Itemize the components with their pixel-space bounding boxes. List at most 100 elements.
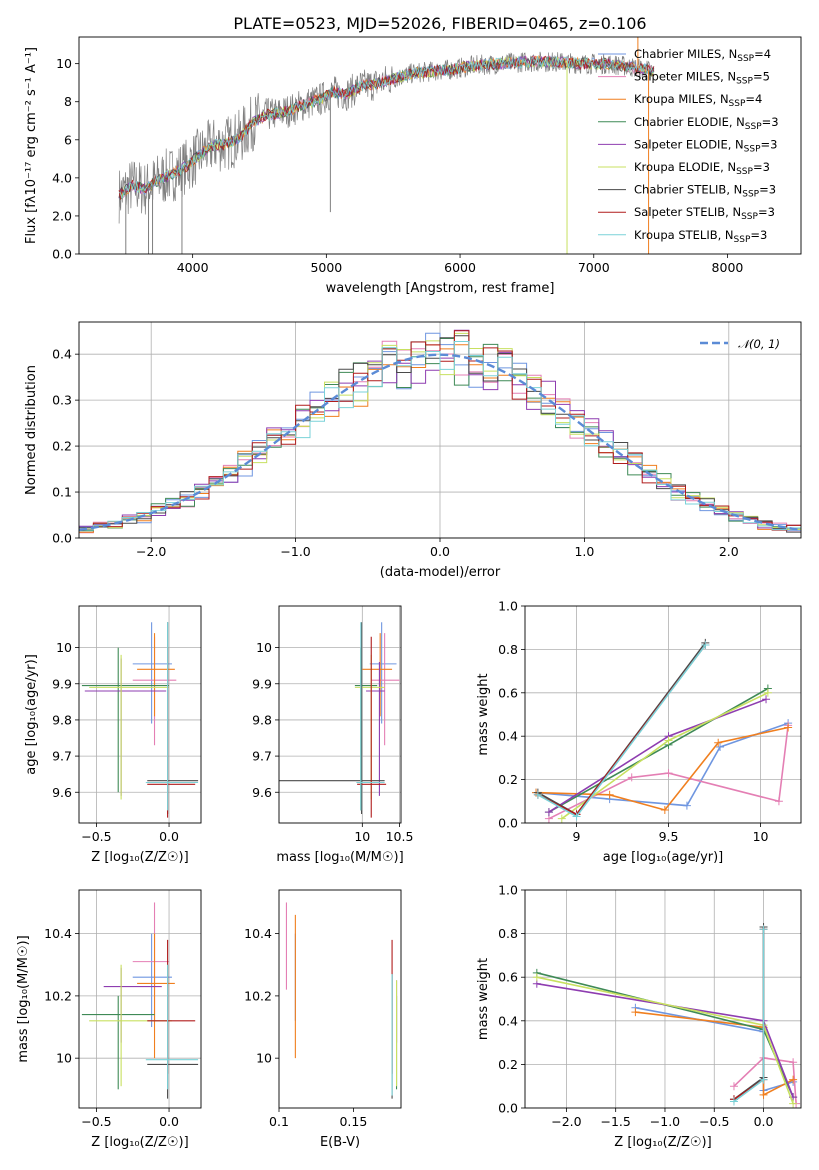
legend-tail: =5 xyxy=(753,70,770,84)
legend-entry: Salpeter MILES, NSSP=5 xyxy=(634,70,770,87)
y-tick-label: 9.9 xyxy=(252,676,272,691)
x-tick-label: 0.15 xyxy=(339,1114,367,1129)
y-tick-label: 9.6 xyxy=(252,785,272,800)
x-tick-label: 5000 xyxy=(310,260,342,275)
histogram-kroupa-stelib xyxy=(79,341,801,538)
legend-entry: Kroupa MILES, NSSP=4 xyxy=(634,92,762,109)
plot-area xyxy=(79,322,801,538)
point-marker xyxy=(682,801,691,810)
y-tick-label: 10 xyxy=(56,640,72,655)
y-tick-label: 0.0 xyxy=(52,531,72,546)
y-tick-label: 8 xyxy=(64,94,72,109)
point-marker xyxy=(729,1097,738,1106)
x-tick-label: 0.0 xyxy=(159,1114,179,1129)
x-tick-label: 0.1 xyxy=(269,1114,289,1129)
y-tick-label: 0.1 xyxy=(52,485,72,500)
y-tick-label: 9.8 xyxy=(52,712,72,727)
point-marker xyxy=(762,695,771,704)
y-tick-label: 10 xyxy=(56,56,72,71)
x-tick-label: 4000 xyxy=(177,260,209,275)
axes-mass-vs-ebv: 0.1 0.15 10 10.2 10.4 E(B-V) xyxy=(244,889,402,1150)
y-tick-label: 0.4 xyxy=(498,729,518,744)
x-tick-label: −2.0 xyxy=(136,544,166,559)
legend-sub: SSP xyxy=(736,77,753,87)
plot-area xyxy=(279,606,401,823)
plot-area xyxy=(285,902,398,1099)
x-axis-label: Z [log₁₀(Z/Z☉)] xyxy=(91,850,188,865)
axes-age-vs-mass: 10 10.5 9.6 9.7 9.8 9.9 10 mass [log₁₀(M/M☉)] xyxy=(252,605,414,865)
x-tick-label: −0.5 xyxy=(699,1114,729,1129)
y-axis-label: mass [log₁₀(M/M☉)] xyxy=(16,935,31,1062)
x-tick-label: 1.0 xyxy=(574,544,594,559)
plot-area xyxy=(79,890,201,1108)
legend: 𝒩(0, 1) xyxy=(700,337,780,351)
y-tick-label: 0.4 xyxy=(52,347,72,362)
legend-entry: Chabrier ELODIE, NSSP=3 xyxy=(634,115,779,132)
legend-label: Salpeter STELIB, N xyxy=(634,205,741,219)
axes-frame xyxy=(78,889,202,1109)
y-tick-label: 0.2 xyxy=(52,439,72,454)
axes-mass-vs-Z: −0.5 0.0 10 10.2 10.4 Z [log₁₀(Z/Z☉)] mass [lo… xyxy=(16,889,202,1150)
legend-entry: Kroupa STELIB, NSSP=3 xyxy=(634,228,767,245)
y-tick-label: 9.8 xyxy=(252,712,272,727)
x-tick-label: 6000 xyxy=(444,260,476,275)
y-axis-label: Flux [fλ10⁻¹⁷ erg cm⁻² s⁻¹ A⁻¹] xyxy=(24,47,39,244)
legend-tail: =4 xyxy=(745,92,762,106)
y-tick-label: 0.8 xyxy=(498,642,518,657)
observed-spectrum xyxy=(118,51,655,224)
y-tick-label: 2.0 xyxy=(52,208,72,223)
x-axis-label: mass [log₁₀(M/M☉)] xyxy=(276,850,403,865)
y-tick-label: 1.0 xyxy=(498,883,518,898)
axes-frame xyxy=(524,889,802,1109)
point-marker xyxy=(631,1008,640,1017)
x-axis-label: wavelength [Angstrom, rest frame] xyxy=(326,281,555,296)
legend-tail: =3 xyxy=(750,228,767,242)
legend-tail: =3 xyxy=(758,205,775,219)
point-marker xyxy=(789,1058,798,1067)
y-tick-label: 0.2 xyxy=(498,1057,518,1072)
y-tick-label: 10 xyxy=(256,640,272,655)
model-chabrier-stelib xyxy=(118,54,655,198)
x-axis-label: age [log₁₀(age/yr)] xyxy=(603,850,724,865)
gaussian-curve xyxy=(79,353,801,532)
point-marker xyxy=(774,797,783,806)
legend-label: Kroupa MILES, N xyxy=(634,92,729,106)
point-marker xyxy=(572,812,581,821)
axes-frame xyxy=(278,889,402,1109)
legend-sub: SSP xyxy=(741,212,758,222)
legend-tail: =4 xyxy=(754,47,771,61)
x-tick-label: 2.0 xyxy=(719,544,739,559)
series-chabrier-stelib xyxy=(537,642,706,816)
legend-tail: =3 xyxy=(759,183,776,197)
axes-age-vs-Z: −0.5 0.0 9.6 9.7 9.8 9.9 10 Z [log₁₀(Z/Z☉)] age … xyxy=(24,605,202,865)
y-axis-label: age [log₁₀(age/yr)] xyxy=(24,654,39,775)
point-marker xyxy=(627,773,636,782)
point-marker xyxy=(664,736,673,745)
point-marker xyxy=(664,769,673,778)
y-tick-label: 0.3 xyxy=(52,393,72,408)
legend-sub: SSP xyxy=(734,235,751,245)
point-marker xyxy=(533,790,542,799)
series-salpeter-elodie xyxy=(548,698,767,813)
x-tick-label: −2.0 xyxy=(551,1114,581,1129)
series-kroupa-stelib xyxy=(733,929,765,1103)
x-tick-label: −1.0 xyxy=(650,1114,680,1129)
point-marker xyxy=(759,1090,768,1099)
axes-frame xyxy=(78,605,202,824)
axes-mass-weight-vs-age: 9 9.5 10 0.0 0.2 0.4 0.6 0.8 1.0 age [log₁₀(age/y… xyxy=(476,599,802,865)
y-tick-label: 0.6 xyxy=(498,685,518,700)
x-tick-label: 8000 xyxy=(712,260,744,275)
point-marker xyxy=(532,973,541,982)
x-axis-label: Z [log₁₀(Z/Z☉)] xyxy=(91,1135,188,1150)
legend-tail: =3 xyxy=(761,137,778,151)
x-tick-label: 7000 xyxy=(578,260,610,275)
plot-area xyxy=(525,890,801,1108)
axes-mass-weight-vs-Z: −2.0 −1.5 −1.0 −0.5 0.0 0.0 0.2 0.4 0.6 0.8 1.0 Z [… xyxy=(476,883,802,1150)
x-tick-label: 10.5 xyxy=(386,829,414,844)
x-tick-label: −0.5 xyxy=(81,1114,111,1129)
y-tick-label: 9.9 xyxy=(52,676,72,691)
y-axis-label: mass weight xyxy=(476,958,491,1040)
legend-sub: SSP xyxy=(737,54,754,64)
y-axis-label: Normed distribution xyxy=(24,365,39,495)
series-salpeter-stelib xyxy=(733,929,765,1100)
